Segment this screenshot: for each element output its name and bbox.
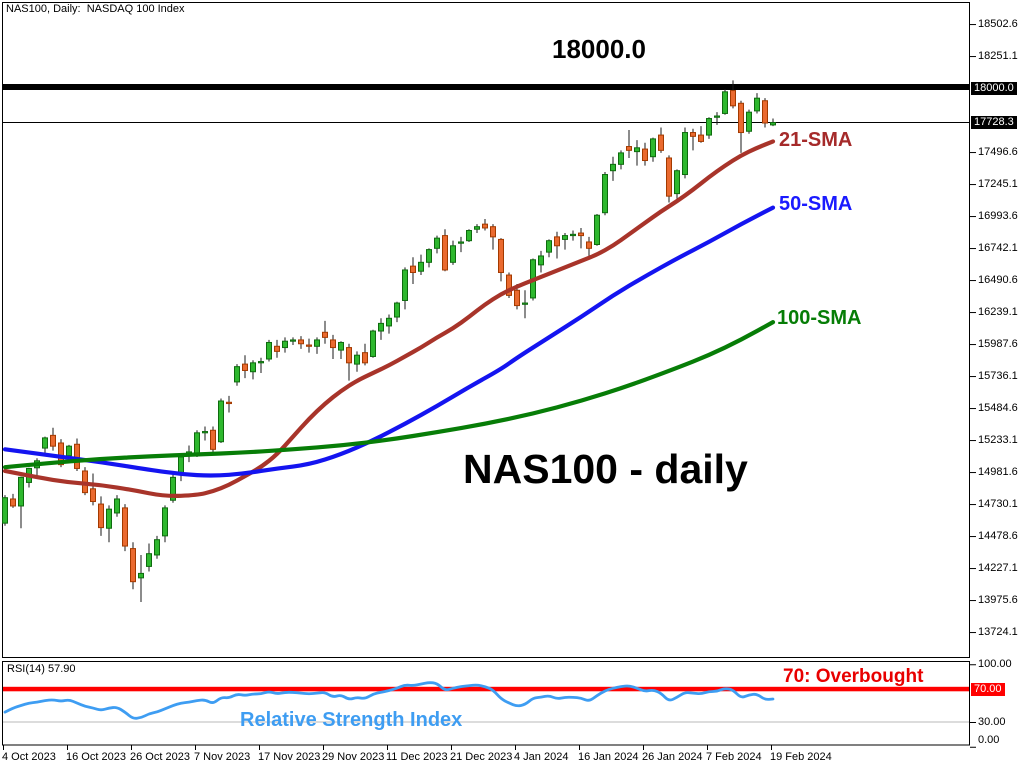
price-tick-label: 16490.6 [978, 274, 1018, 287]
date-tick-label: 26 Jan 2024 [642, 751, 703, 763]
rsi-70-line [3, 686, 969, 692]
candlestick-series [2, 80, 776, 603]
price-tick-label: 16239.1 [978, 306, 1018, 319]
resistance-annotation: 18000.0 [552, 34, 646, 64]
rsi-name-annotation: Relative Strength Index [240, 709, 463, 731]
price-tick-label: 15987.6 [978, 338, 1018, 351]
chart-title: NAS100, Daily: NASDAQ 100 Index [6, 3, 185, 15]
main-panel-frame [2, 2, 970, 658]
21-sma-line [2, 139, 776, 498]
price-badge: 17728.3 [971, 116, 1017, 130]
rsi-line [3, 681, 775, 720]
rsi-tick-label: 0.00 [978, 734, 1000, 746]
rsi-indicator-header: RSI(14) 57.90 [7, 663, 76, 675]
time-axis[interactable]: 4 Oct 2023 16 Oct 2023 26 Oct 2023 7 Nov 20… [0, 746, 1024, 768]
price-tick-label: 17496.6 [978, 146, 1018, 159]
price-tick-label: 13975.6 [978, 594, 1018, 607]
price-tick-label: 15233.1 [978, 434, 1018, 447]
rsi-badge: 70.00 [971, 682, 1005, 696]
price-tick-label: 15484.6 [978, 402, 1018, 415]
date-tick-label: 7 Feb 2024 [706, 751, 762, 763]
date-tick-label: 26 Oct 2023 [130, 751, 190, 763]
sma100-label: 100-SMA [777, 307, 862, 329]
50-sma-line [2, 205, 776, 478]
rsi-panel-frame [2, 661, 970, 746]
overbought-annotation: 70: Overbought [783, 666, 924, 687]
date-tick-label: 7 Nov 2023 [194, 751, 251, 763]
sma50-label: 50-SMA [779, 193, 853, 215]
chart-watermark-label: NAS100 - daily [463, 446, 748, 492]
price-tick-label: 16993.6 [978, 210, 1018, 223]
date-tick-label: 16 Oct 2023 [66, 751, 126, 763]
date-tick-label: 29 Nov 2023 [322, 751, 385, 763]
100-sma-line [2, 320, 776, 470]
rsi-tick-label: 100.00 [978, 658, 1012, 671]
price-tick-label: 17245.1 [978, 178, 1018, 191]
price-tick-label: 13724.1 [978, 626, 1018, 639]
axis-ticks [3, 24, 976, 750]
date-tick-label: 4 Jan 2024 [514, 751, 569, 763]
price-tick-label: 16742.1 [978, 242, 1018, 255]
date-tick-label: 11 Dec 2023 [386, 751, 448, 763]
price-tick-label: 15736.1 [978, 370, 1018, 383]
sma21-label: 21-SMA [779, 129, 853, 151]
price-tick-label: 18502.6 [978, 18, 1018, 31]
price-tick-label: 14478.6 [978, 530, 1018, 543]
price-tick-label: 18251.1 [978, 50, 1018, 63]
price-tick-label: 14730.1 [978, 498, 1018, 511]
rsi-tick-label: 30.00 [978, 716, 1006, 728]
resistance-level-line [3, 84, 969, 90]
date-tick-label: 17 Nov 2023 [258, 751, 321, 763]
price-tick-label: 14981.6 [978, 466, 1018, 479]
date-tick-label: 16 Jan 2024 [578, 751, 639, 763]
date-tick-label: 19 Feb 2024 [770, 751, 832, 763]
price-badge: 18000.0 [971, 81, 1017, 95]
price-tick-label: 14227.1 [978, 562, 1018, 575]
date-tick-label: 4 Oct 2023 [2, 751, 56, 763]
date-tick-label: 21 Dec 2023 [450, 751, 513, 763]
